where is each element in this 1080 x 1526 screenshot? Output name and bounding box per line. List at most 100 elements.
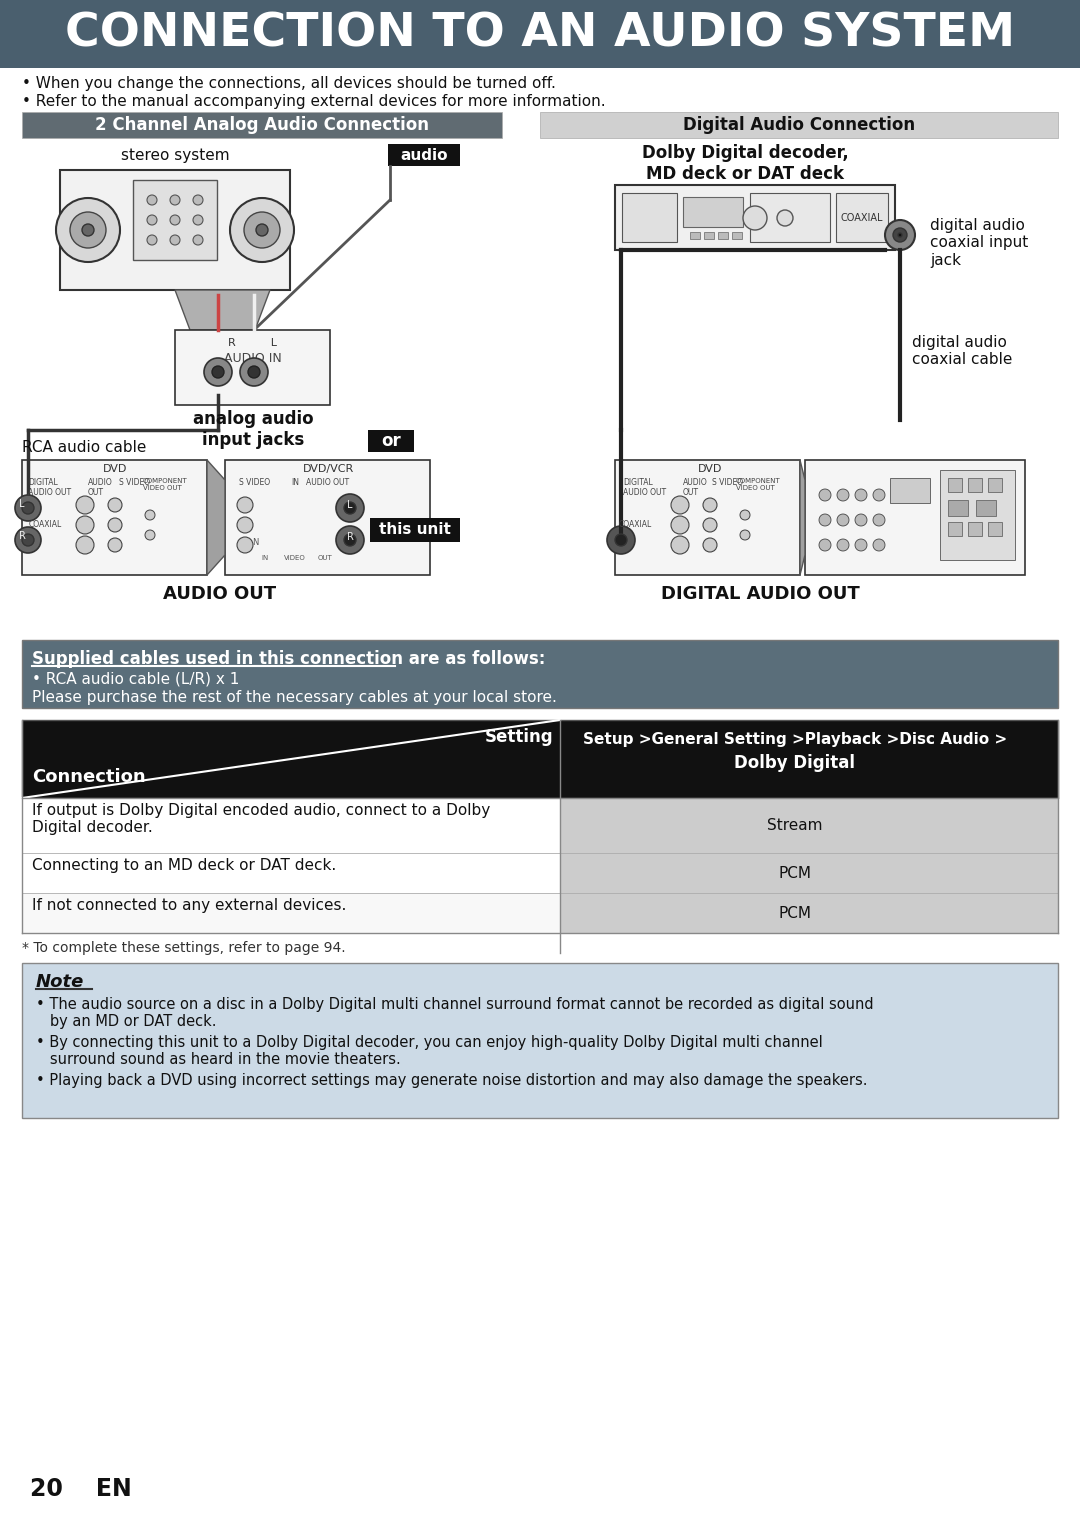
Text: COMPONENT
VIDEO OUT: COMPONENT VIDEO OUT (143, 478, 187, 491)
Bar (22, 798, 561, 853)
Text: 2 Channel Analog Audio Connection: 2 Channel Analog Audio Connection (95, 116, 429, 134)
Text: Note: Note (36, 974, 84, 990)
Text: If not connected to any external devices.: If not connected to any external devices… (32, 897, 347, 913)
Text: OUT: OUT (318, 555, 333, 562)
Circle shape (873, 488, 885, 501)
Circle shape (76, 516, 94, 534)
Circle shape (22, 502, 33, 514)
Circle shape (336, 526, 364, 554)
Polygon shape (207, 459, 225, 575)
Circle shape (237, 537, 253, 552)
Text: Please purchase the rest of the necessary cables at your local store.: Please purchase the rest of the necessar… (32, 690, 557, 705)
Bar (615, 459, 800, 575)
Text: • By connecting this unit to a Dolby Digital decoder, you can enjoy high-quality: • By connecting this unit to a Dolby Dig… (36, 1035, 823, 1067)
Circle shape (145, 530, 156, 540)
Circle shape (145, 510, 156, 520)
Circle shape (193, 195, 203, 204)
Circle shape (671, 536, 689, 554)
Circle shape (15, 526, 41, 552)
Bar (175, 330, 330, 404)
Text: 20    EN: 20 EN (30, 1477, 132, 1502)
Text: DVD: DVD (698, 464, 723, 475)
Circle shape (240, 359, 268, 386)
Bar (22, 639, 1058, 708)
Text: RCA audio cable: RCA audio cable (22, 439, 147, 455)
Bar (60, 169, 291, 290)
Text: Digital Audio Connection: Digital Audio Connection (683, 116, 915, 134)
Bar (368, 430, 414, 452)
Circle shape (170, 215, 180, 224)
Bar (561, 853, 1058, 893)
Circle shape (336, 494, 364, 522)
Bar (0, 0, 1080, 69)
Text: AUDIO
OUT: AUDIO OUT (683, 478, 707, 497)
Text: COAXIAL: COAXIAL (840, 214, 883, 223)
Text: • RCA audio cable (L/R) x 1: • RCA audio cable (L/R) x 1 (32, 671, 240, 687)
Circle shape (15, 494, 41, 520)
Text: S VIDEO: S VIDEO (240, 478, 271, 487)
Circle shape (893, 227, 907, 243)
Bar (988, 522, 1002, 536)
Text: this unit: this unit (379, 522, 451, 537)
Circle shape (70, 212, 106, 249)
Text: R: R (347, 533, 353, 542)
Circle shape (108, 517, 122, 533)
Circle shape (237, 497, 253, 513)
Text: • Refer to the manual accompanying external devices for more information.: • Refer to the manual accompanying exter… (22, 95, 606, 108)
Text: Connecting to an MD deck or DAT deck.: Connecting to an MD deck or DAT deck. (32, 858, 336, 873)
Circle shape (170, 235, 180, 246)
Text: DVD: DVD (103, 464, 127, 475)
Text: PCM: PCM (779, 865, 811, 881)
Circle shape (170, 195, 180, 204)
Circle shape (607, 526, 635, 554)
Text: stereo system: stereo system (121, 148, 229, 163)
Bar (976, 501, 996, 516)
Circle shape (212, 366, 224, 378)
Text: COAXIAL: COAXIAL (619, 520, 651, 530)
Circle shape (777, 211, 793, 226)
Circle shape (885, 220, 915, 250)
Circle shape (76, 536, 94, 554)
Circle shape (108, 539, 122, 552)
Text: IN: IN (291, 478, 299, 487)
Text: S VIDEO: S VIDEO (713, 478, 743, 487)
Text: S VIDEO: S VIDEO (120, 478, 150, 487)
Bar (22, 720, 1058, 798)
Circle shape (837, 488, 849, 501)
Text: • Playing back a DVD using incorrect settings may generate noise distortion and : • Playing back a DVD using incorrect set… (36, 1073, 867, 1088)
Bar (948, 501, 968, 516)
Text: • When you change the connections, all devices should be turned off.: • When you change the connections, all d… (22, 76, 556, 92)
Bar (561, 893, 1058, 932)
Circle shape (82, 224, 94, 237)
Text: DIGITAL
AUDIO OUT: DIGITAL AUDIO OUT (623, 478, 666, 497)
Text: digital audio
coaxial input
jack: digital audio coaxial input jack (930, 218, 1028, 267)
Bar (948, 522, 962, 536)
Circle shape (244, 212, 280, 249)
Circle shape (108, 497, 122, 513)
Bar (22, 111, 502, 137)
Circle shape (230, 198, 294, 262)
Bar (718, 232, 728, 240)
Circle shape (819, 539, 831, 551)
Circle shape (147, 235, 157, 246)
Circle shape (855, 539, 867, 551)
Text: AUDIO OUT: AUDIO OUT (163, 584, 276, 603)
Circle shape (855, 514, 867, 526)
Text: Dolby Digital decoder,
MD deck or DAT deck: Dolby Digital decoder, MD deck or DAT de… (642, 143, 849, 183)
Bar (836, 192, 888, 243)
Bar (622, 192, 677, 243)
Polygon shape (175, 290, 270, 330)
Text: R: R (18, 531, 26, 542)
Text: Stream: Stream (767, 818, 823, 833)
Text: digital audio
coaxial cable: digital audio coaxial cable (912, 336, 1012, 368)
Circle shape (855, 488, 867, 501)
Text: COAXIAL: COAXIAL (28, 520, 62, 530)
Text: DIGITAL AUDIO OUT: DIGITAL AUDIO OUT (661, 584, 860, 603)
Bar (22, 853, 561, 893)
Circle shape (56, 198, 120, 262)
Text: N: N (252, 539, 258, 546)
Text: Setting: Setting (484, 728, 553, 746)
Text: If output is Dolby Digital encoded audio, connect to a Dolby
Digital decoder.: If output is Dolby Digital encoded audio… (32, 803, 490, 835)
Circle shape (671, 496, 689, 514)
Bar (133, 180, 217, 259)
